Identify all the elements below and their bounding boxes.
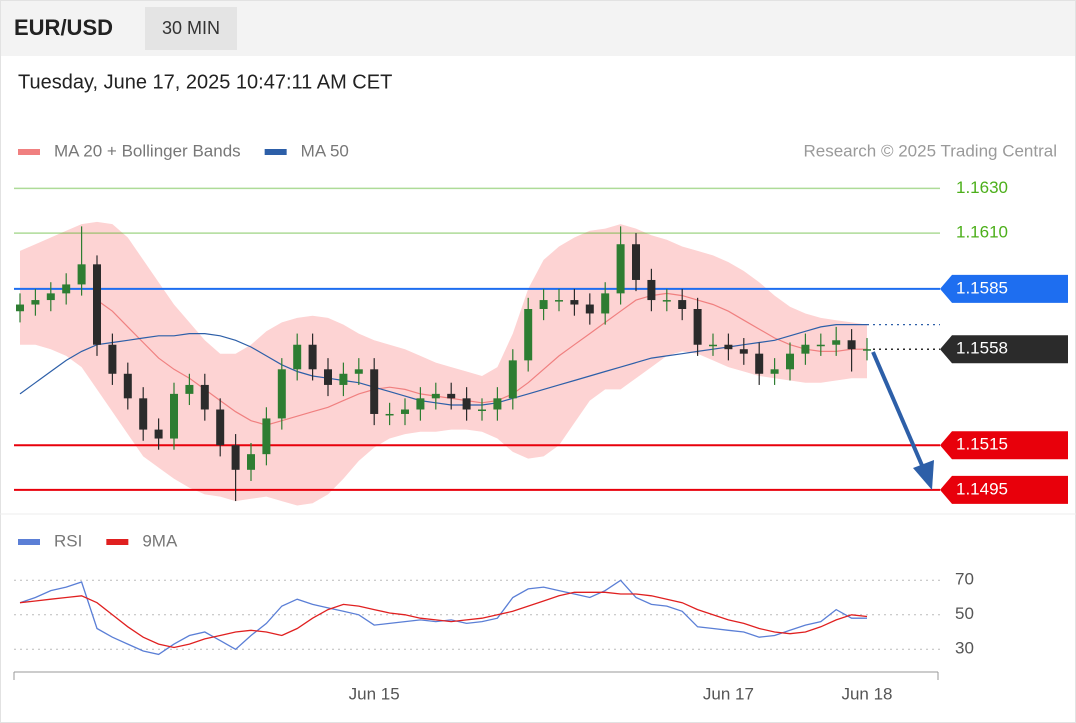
candle-body (863, 349, 871, 351)
y-tick-label: 30 (955, 639, 974, 658)
candle-body (539, 300, 548, 309)
legend-label: MA 50 (301, 141, 349, 160)
level-badge (940, 335, 1068, 364)
candle-body (324, 369, 332, 385)
candle-body (185, 384, 194, 394)
candle-body (31, 300, 40, 305)
candle-body (755, 353, 764, 374)
x-tick-label: Jun 15 (349, 684, 400, 703)
candle-body (262, 418, 271, 455)
candle-body (570, 300, 579, 305)
candle-body (123, 373, 132, 399)
level-label: 1.1610 (956, 223, 1008, 242)
candle-body (293, 344, 302, 370)
level-label: 1.1558 (956, 339, 1008, 358)
legend-label: MA 20 + Bollinger Bands (54, 141, 241, 160)
candle-body (93, 264, 101, 345)
candle-body (662, 300, 671, 302)
candle-body (724, 344, 733, 350)
candle-body (601, 293, 610, 314)
interval: 30 MIN (162, 18, 220, 38)
candle-body (462, 398, 471, 410)
candle-body (339, 373, 348, 385)
legend-swatch (264, 149, 287, 155)
candle-body (308, 344, 317, 370)
candle-body (62, 284, 71, 294)
candle-body (524, 309, 533, 361)
candle-body (585, 304, 594, 314)
candle-body (493, 398, 502, 410)
candle-body (431, 393, 440, 399)
candle-body (693, 309, 702, 345)
candle-body (216, 409, 225, 446)
candle-body (354, 369, 363, 374)
legend-swatch (18, 149, 40, 155)
candle-body (247, 454, 255, 470)
candle-body (154, 429, 163, 439)
candle-body (647, 279, 656, 301)
timestamp: Tuesday, June 17, 2025 10:47:11 AM CET (18, 71, 392, 93)
candle-body (46, 293, 55, 301)
level-label: 1.1630 (956, 178, 1008, 197)
candle-body (616, 244, 625, 294)
candle-body (555, 300, 563, 302)
candle-body (108, 344, 117, 374)
candle-body (416, 398, 425, 410)
level-label: 1.1515 (956, 435, 1008, 454)
line-series (19, 591, 868, 649)
arrow-shaft (871, 351, 926, 471)
candle-body (632, 244, 640, 280)
legend-label: RSI (54, 531, 82, 550)
candle-body (231, 445, 240, 470)
arrow-head (913, 460, 934, 490)
level-badge (940, 274, 1068, 303)
candle-body (401, 409, 409, 414)
symbol: EUR/USD (14, 15, 113, 40)
candle-body (678, 300, 687, 309)
level-label: 1.1585 (956, 278, 1008, 297)
candle-body (847, 340, 856, 350)
legend-swatch (18, 539, 40, 545)
y-tick-label: 70 (955, 570, 974, 589)
candle-body (816, 344, 825, 347)
candle-body (709, 344, 717, 347)
candle-body (770, 369, 779, 374)
candle-body (739, 349, 748, 354)
legend-swatch (106, 539, 129, 545)
source: Research © 2025 Trading Central (804, 141, 1058, 160)
level-badge (940, 475, 1068, 504)
candle-body (16, 304, 24, 312)
candle-body (508, 360, 517, 399)
candle-body (370, 369, 379, 414)
level-label: 1.1495 (956, 479, 1008, 498)
legend-label: 9MA (142, 531, 178, 550)
forecast-arrow (871, 351, 934, 490)
y-tick-label: 50 (955, 604, 974, 623)
candle-body (385, 413, 394, 416)
candle-body (139, 398, 148, 430)
candle-body (200, 384, 209, 410)
x-tick-label: Jun 17 (703, 684, 754, 703)
candle-body (478, 409, 486, 411)
interval-badge (145, 7, 237, 50)
candle-body (832, 340, 841, 345)
candle-body (786, 353, 794, 370)
candle-body (801, 344, 810, 354)
level-badge (940, 431, 1068, 460)
candle-body (447, 393, 456, 399)
candle-body (170, 393, 178, 439)
x-tick-label: Jun 18 (841, 684, 892, 703)
candle-body (77, 264, 86, 285)
candle-body (277, 369, 286, 419)
